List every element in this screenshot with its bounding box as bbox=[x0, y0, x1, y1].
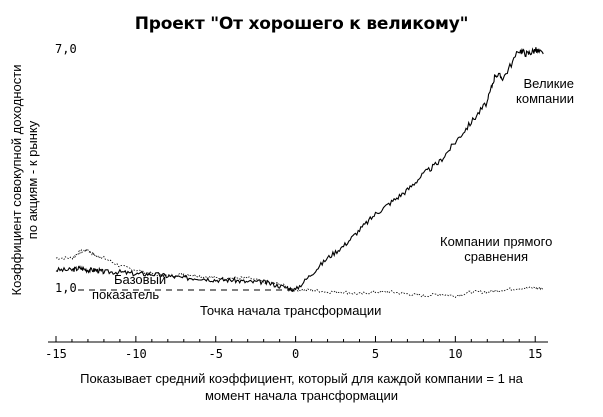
x-tick-label: -10 bbox=[125, 347, 147, 361]
x-axis-caption-line-2: момент начала трансформации bbox=[204, 388, 399, 403]
comparison-companies-label-line-2: сравнения bbox=[464, 249, 529, 264]
x-tick-label: -5 bbox=[209, 347, 223, 361]
y-tick-label-baseline: 1,0 bbox=[55, 281, 77, 295]
baseline-label-line-1: Базовый bbox=[114, 272, 167, 287]
comparison-companies-label: Компании прямого сравнения bbox=[440, 234, 552, 264]
x-axis-caption: Показывает средний коэффициент, который … bbox=[0, 370, 603, 404]
great-companies-label-line-1: Великие bbox=[523, 76, 574, 91]
x-tick-label: -15 bbox=[45, 347, 67, 361]
baseline-label: Базовый показатель bbox=[92, 272, 166, 302]
y-tick-label-top: 7,0 bbox=[55, 42, 77, 56]
x-tick-label: 15 bbox=[528, 347, 542, 361]
series-comparison-companies-line bbox=[55, 247, 544, 298]
great-companies-label: Великие компании bbox=[516, 76, 574, 106]
x-tick-label: 5 bbox=[372, 347, 379, 361]
x-tick-label: 0 bbox=[292, 347, 299, 361]
chart-title: Проект "От хорошего к великому" bbox=[134, 14, 469, 34]
transition-point-label: Точка начала трансформации bbox=[200, 303, 382, 318]
x-tick-label: 10 bbox=[448, 347, 462, 361]
series-great-companies-line bbox=[55, 47, 544, 293]
baseline-label-line-2: показатель bbox=[92, 287, 160, 302]
great-companies-label-line-2: компании bbox=[516, 91, 574, 106]
x-axis-caption-line-1: Показывает средний коэффициент, который … bbox=[80, 371, 523, 386]
comparison-companies-label-line-1: Компании прямого bbox=[440, 234, 553, 249]
